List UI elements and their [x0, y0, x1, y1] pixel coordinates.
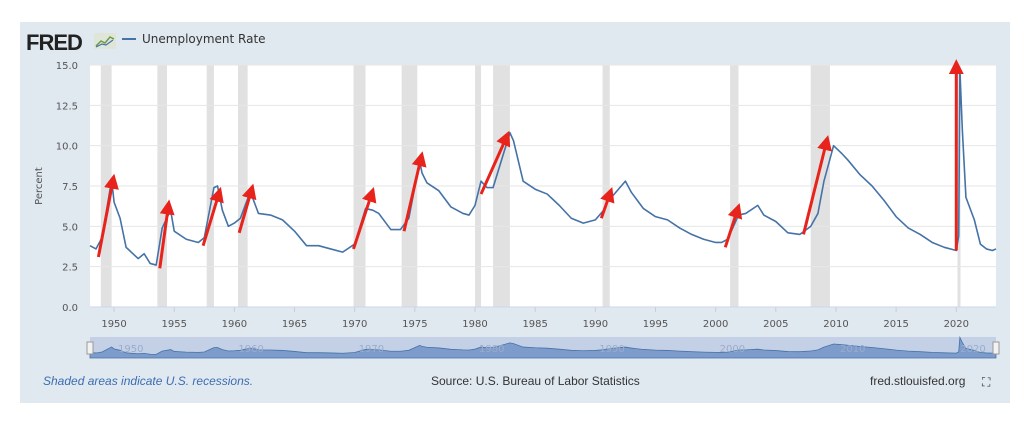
annotation-arrow [479, 130, 511, 195]
y-tick-label: 5.0 [62, 222, 78, 233]
y-tick-label: 10.0 [56, 142, 78, 153]
navigator-tick-label: 2000 [720, 344, 745, 355]
y-axis-label: Percent [34, 167, 45, 205]
x-tick-label: 1975 [402, 319, 427, 330]
annotation-arrow [201, 186, 224, 247]
x-tick-label: 1960 [222, 319, 247, 330]
y-tick-label: 7.5 [62, 182, 78, 193]
navigator-tick-label: 1990 [599, 344, 624, 355]
annotation-arrow [158, 199, 175, 269]
fred-logo[interactable]: FRED [26, 30, 83, 55]
x-tick-label: 2015 [883, 319, 908, 330]
navigator-handle-left[interactable] [86, 341, 94, 355]
navigator-tick-label: 1950 [118, 344, 143, 355]
annotation-arrow [599, 186, 615, 219]
x-tick-label: 1965 [282, 319, 307, 330]
legend-item[interactable]: Unemployment Rate [122, 32, 266, 46]
annotation-arrow [237, 183, 257, 234]
x-tick-label: 1950 [101, 319, 126, 330]
navigator-tick-label: 1960 [238, 344, 263, 355]
annotation-arrow [96, 173, 119, 258]
y-tick-label: 12.5 [56, 101, 78, 112]
annotation-arrow [352, 186, 377, 250]
y-tick-label: 0.0 [62, 303, 78, 314]
site-link[interactable]: fred.stlouisfed.org [870, 374, 966, 388]
x-tick-label: 1980 [462, 319, 487, 330]
x-tick-label: 1985 [522, 319, 547, 330]
x-tick-label: 2020 [944, 319, 969, 330]
x-tick-label: 2000 [703, 319, 728, 330]
navigator-tick-label: 2020 [960, 344, 985, 355]
source-text: Source: U.S. Bureau of Labor Statistics [431, 374, 640, 388]
x-tick-label: 1970 [342, 319, 367, 330]
recession-note: Shaded areas indicate U.S. recessions. [43, 374, 254, 388]
annotation-arrow [802, 135, 832, 235]
navigator-tick-label: 1970 [359, 344, 384, 355]
x-tick-label: 1955 [161, 319, 186, 330]
y-tick-label: 2.5 [62, 263, 78, 274]
x-tick-label: 1990 [583, 319, 608, 330]
y-tick-label: 15.0 [56, 61, 78, 72]
annotation-arrow [402, 151, 427, 232]
navigator-tick-label: 1980 [479, 344, 504, 355]
fullscreen-icon[interactable]: ⛶ [982, 375, 991, 389]
navigator-handle-right[interactable] [992, 341, 1000, 355]
navigator-tick-label: 2010 [840, 344, 865, 355]
legend-swatch [122, 38, 136, 40]
legend-label: Unemployment Rate [142, 32, 266, 46]
x-tick-label: 2010 [823, 319, 848, 330]
annotation-arrow [723, 203, 743, 248]
navigator-series [89, 335, 997, 359]
x-tick-label: 2005 [763, 319, 788, 330]
x-tick-label: 1995 [643, 319, 668, 330]
fred-chart-icon [94, 33, 116, 49]
